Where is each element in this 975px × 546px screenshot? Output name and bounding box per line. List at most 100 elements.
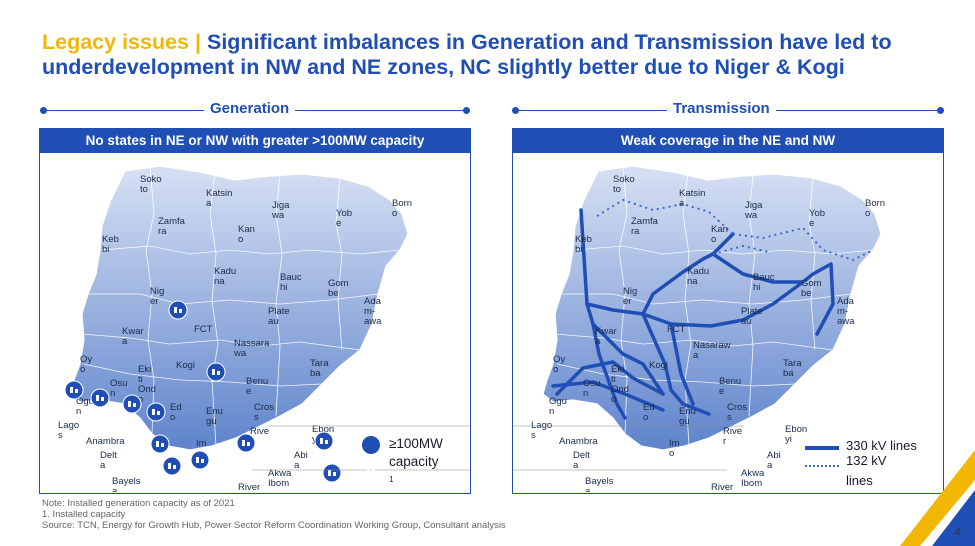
title-main: Significant imbalances in Generation and… [42,30,892,79]
power-plant-icon [190,450,210,470]
footnote-note: Note: Installed generation capacity as o… [42,498,235,509]
transmission-panel: Weak coverage in the NE and NW [512,128,944,494]
power-plant-icon [362,436,380,474]
state-label: Nig er [150,286,164,307]
state-label: Jiga wa [271,200,290,221]
power-plant-glyph [179,309,182,313]
state-label: Kogi [176,360,195,371]
state-label: Rivers [711,482,733,492]
power-plant-icon [322,463,342,483]
power-plant-icon [162,456,182,476]
state-label: Osu n [583,378,600,399]
state-label: Bayels a [585,476,614,492]
state-label: Tara ba [310,358,329,379]
power-plant-icon [150,434,170,454]
generation-panel-header: No states in NE or NW with greater >100M… [40,129,470,153]
power-plant-glyph [333,472,336,476]
divider-dot [463,107,470,114]
state-borders [81,165,401,447]
power-plant-glyph [101,397,104,401]
power-plant-glyph [247,442,250,446]
state-label: Born o [865,198,885,219]
power-plant-glyph [174,307,177,313]
state-label: Yob e [809,208,825,229]
state-label: Enu gu [679,406,696,427]
power-plant-glyph [320,438,323,444]
state-label: Ogu n [76,396,94,417]
power-plant-glyph [75,389,78,393]
state-label: Nasaraw a [693,340,731,361]
state-label: Zamfa ra [158,216,186,237]
brand-accent-shape [900,450,975,546]
state-label: Benu e [246,376,268,397]
state-label: Ed o [643,402,655,423]
state-label: Abi a [767,450,781,471]
330kv-legend-label: 330 kV lines [846,438,917,453]
power-plant-glyph [168,463,171,469]
state-label: Nassara wa [233,338,270,359]
state-label: Delt a [573,450,590,471]
state-label: Akwa Ibom [741,468,765,489]
state-label: Oy o [80,354,92,375]
page-number: 4 [955,527,961,538]
state-label: Ada m-awa [364,296,382,327]
132kv-legend-swatch [805,465,839,467]
generation-map: Soko to Katsin a Jiga wa Born o Yob e Zamfa ra Kan o K… [58,165,470,492]
state-label: Eki ti [138,364,151,385]
state-label: Akwa Ibom [268,468,292,489]
power-plant-glyph [70,387,73,393]
state-label: Kan o [238,224,255,245]
power-plant-glyph [196,457,199,463]
power-plant-glyph [133,403,136,407]
divider-dot [512,107,519,114]
power-plant-glyph [212,369,215,375]
power-plant-glyph [242,440,245,446]
footnote-1: 1. Installed capacity [42,509,126,520]
state-label: Tara ba [783,358,802,379]
state-label: Plate au [268,306,290,327]
state-label: FCT [667,324,686,335]
state-label: Kadu na [214,266,236,287]
power-plant-glyph [152,409,155,415]
callout-lines [252,425,470,471]
state-label: Anambra [559,436,598,447]
state-label: Soko to [613,174,635,195]
generation-label: Generation [204,100,296,117]
state-label: Ada m-awa [837,296,855,327]
state-label: Katsin a [206,188,232,209]
state-label: Yob e [336,208,352,229]
state-label: Gom be [801,278,822,299]
132kv-lines [596,198,874,262]
state-label: Ond o [611,384,629,405]
state-label: Keb bi [575,234,592,255]
power-plant-icon [168,300,188,320]
power-plant-glyph [201,459,204,463]
state-label: Kwar a [595,326,617,347]
state-borders [554,165,874,447]
divider-dot [40,107,47,114]
title-lead: Legacy issues | [42,30,201,54]
power-plant-icon [236,433,256,453]
state-label: Born o [392,198,412,219]
state-label: Nig er [623,286,637,307]
132kv-legend-label: 132 kV lines [846,453,887,488]
transmission-panel-header: Weak coverage in the NE and NW [513,129,943,153]
power-plant-glyph [217,371,220,375]
transmission-state-labels: Soko to Katsin a Jiga wa Born o Yob e Zamfa ra Kan o K… [531,174,885,492]
transmission-section-header: Transmission [512,100,944,122]
power-plant-glyph [157,411,160,415]
power-plant-glyph [173,465,176,469]
footnote-source: Source: TCN, Energy for Growth Hub, Powe… [42,520,506,531]
power-plant-icon [146,402,166,422]
callout-lines [513,425,743,471]
state-label: Kogi [649,360,668,371]
state-label: Zamfa ra [631,216,659,237]
power-plant-glyph [96,395,99,401]
power-plant-icon [64,380,84,400]
state-label: Anambra [86,436,125,447]
generation-section-header: Generation [40,100,470,122]
capacity-legend-label: ≥100MW capacity 1 [389,435,470,493]
